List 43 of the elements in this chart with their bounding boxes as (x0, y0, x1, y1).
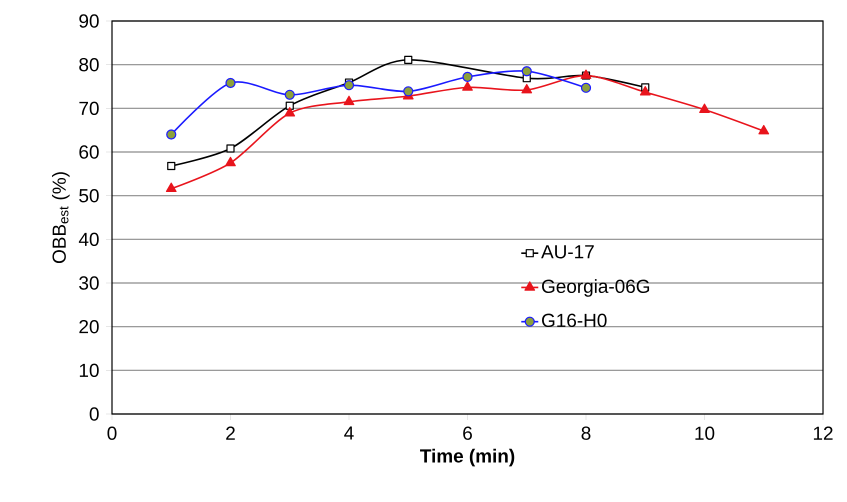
point (284, 90, 295, 100)
x-tick-label: 10 (695, 426, 714, 440)
point (521, 84, 532, 94)
point (580, 82, 592, 93)
point (699, 104, 710, 113)
point (640, 86, 651, 96)
point (166, 182, 177, 192)
point (286, 102, 294, 110)
y-tick-label: 70 (79, 102, 99, 116)
point (522, 66, 532, 76)
y-tick-label: 50 (79, 188, 99, 202)
point (344, 96, 354, 106)
y-tick-label: 0 (90, 407, 99, 421)
legend-label: G16-H0 (542, 314, 607, 328)
point (166, 129, 176, 140)
point (462, 72, 473, 82)
y-axis-title: OBB$_{est}$ (%) (52, 172, 70, 264)
point (404, 56, 412, 64)
point (225, 156, 236, 166)
y-tick-label: 10 (80, 364, 99, 378)
point (167, 162, 176, 170)
x-tick-label: 6 (463, 426, 472, 440)
point (344, 80, 354, 90)
point (225, 78, 236, 88)
x-tick-label: 12 (814, 426, 833, 440)
x-axis-title: Time (min) (420, 448, 514, 466)
y-tick-label: 20 (79, 320, 99, 334)
legend-label: Georgia-06G (542, 279, 650, 297)
y-tick-label: 80 (79, 58, 99, 72)
legend-label: AU-17 (541, 245, 594, 258)
y-tick-label: 60 (79, 145, 99, 159)
y-tick-label: 30 (79, 276, 99, 290)
x-tick-label: 2 (226, 426, 235, 440)
point (403, 86, 414, 96)
y-tick-label: 90 (79, 14, 99, 28)
point (462, 81, 473, 91)
x-tick-label: 0 (107, 426, 117, 440)
point (226, 144, 235, 153)
point (284, 107, 296, 116)
y-tick-label: 40 (78, 232, 99, 246)
x-tick-label: 4 (344, 426, 354, 440)
x-tick-label: 8 (582, 426, 590, 440)
point (758, 124, 770, 134)
